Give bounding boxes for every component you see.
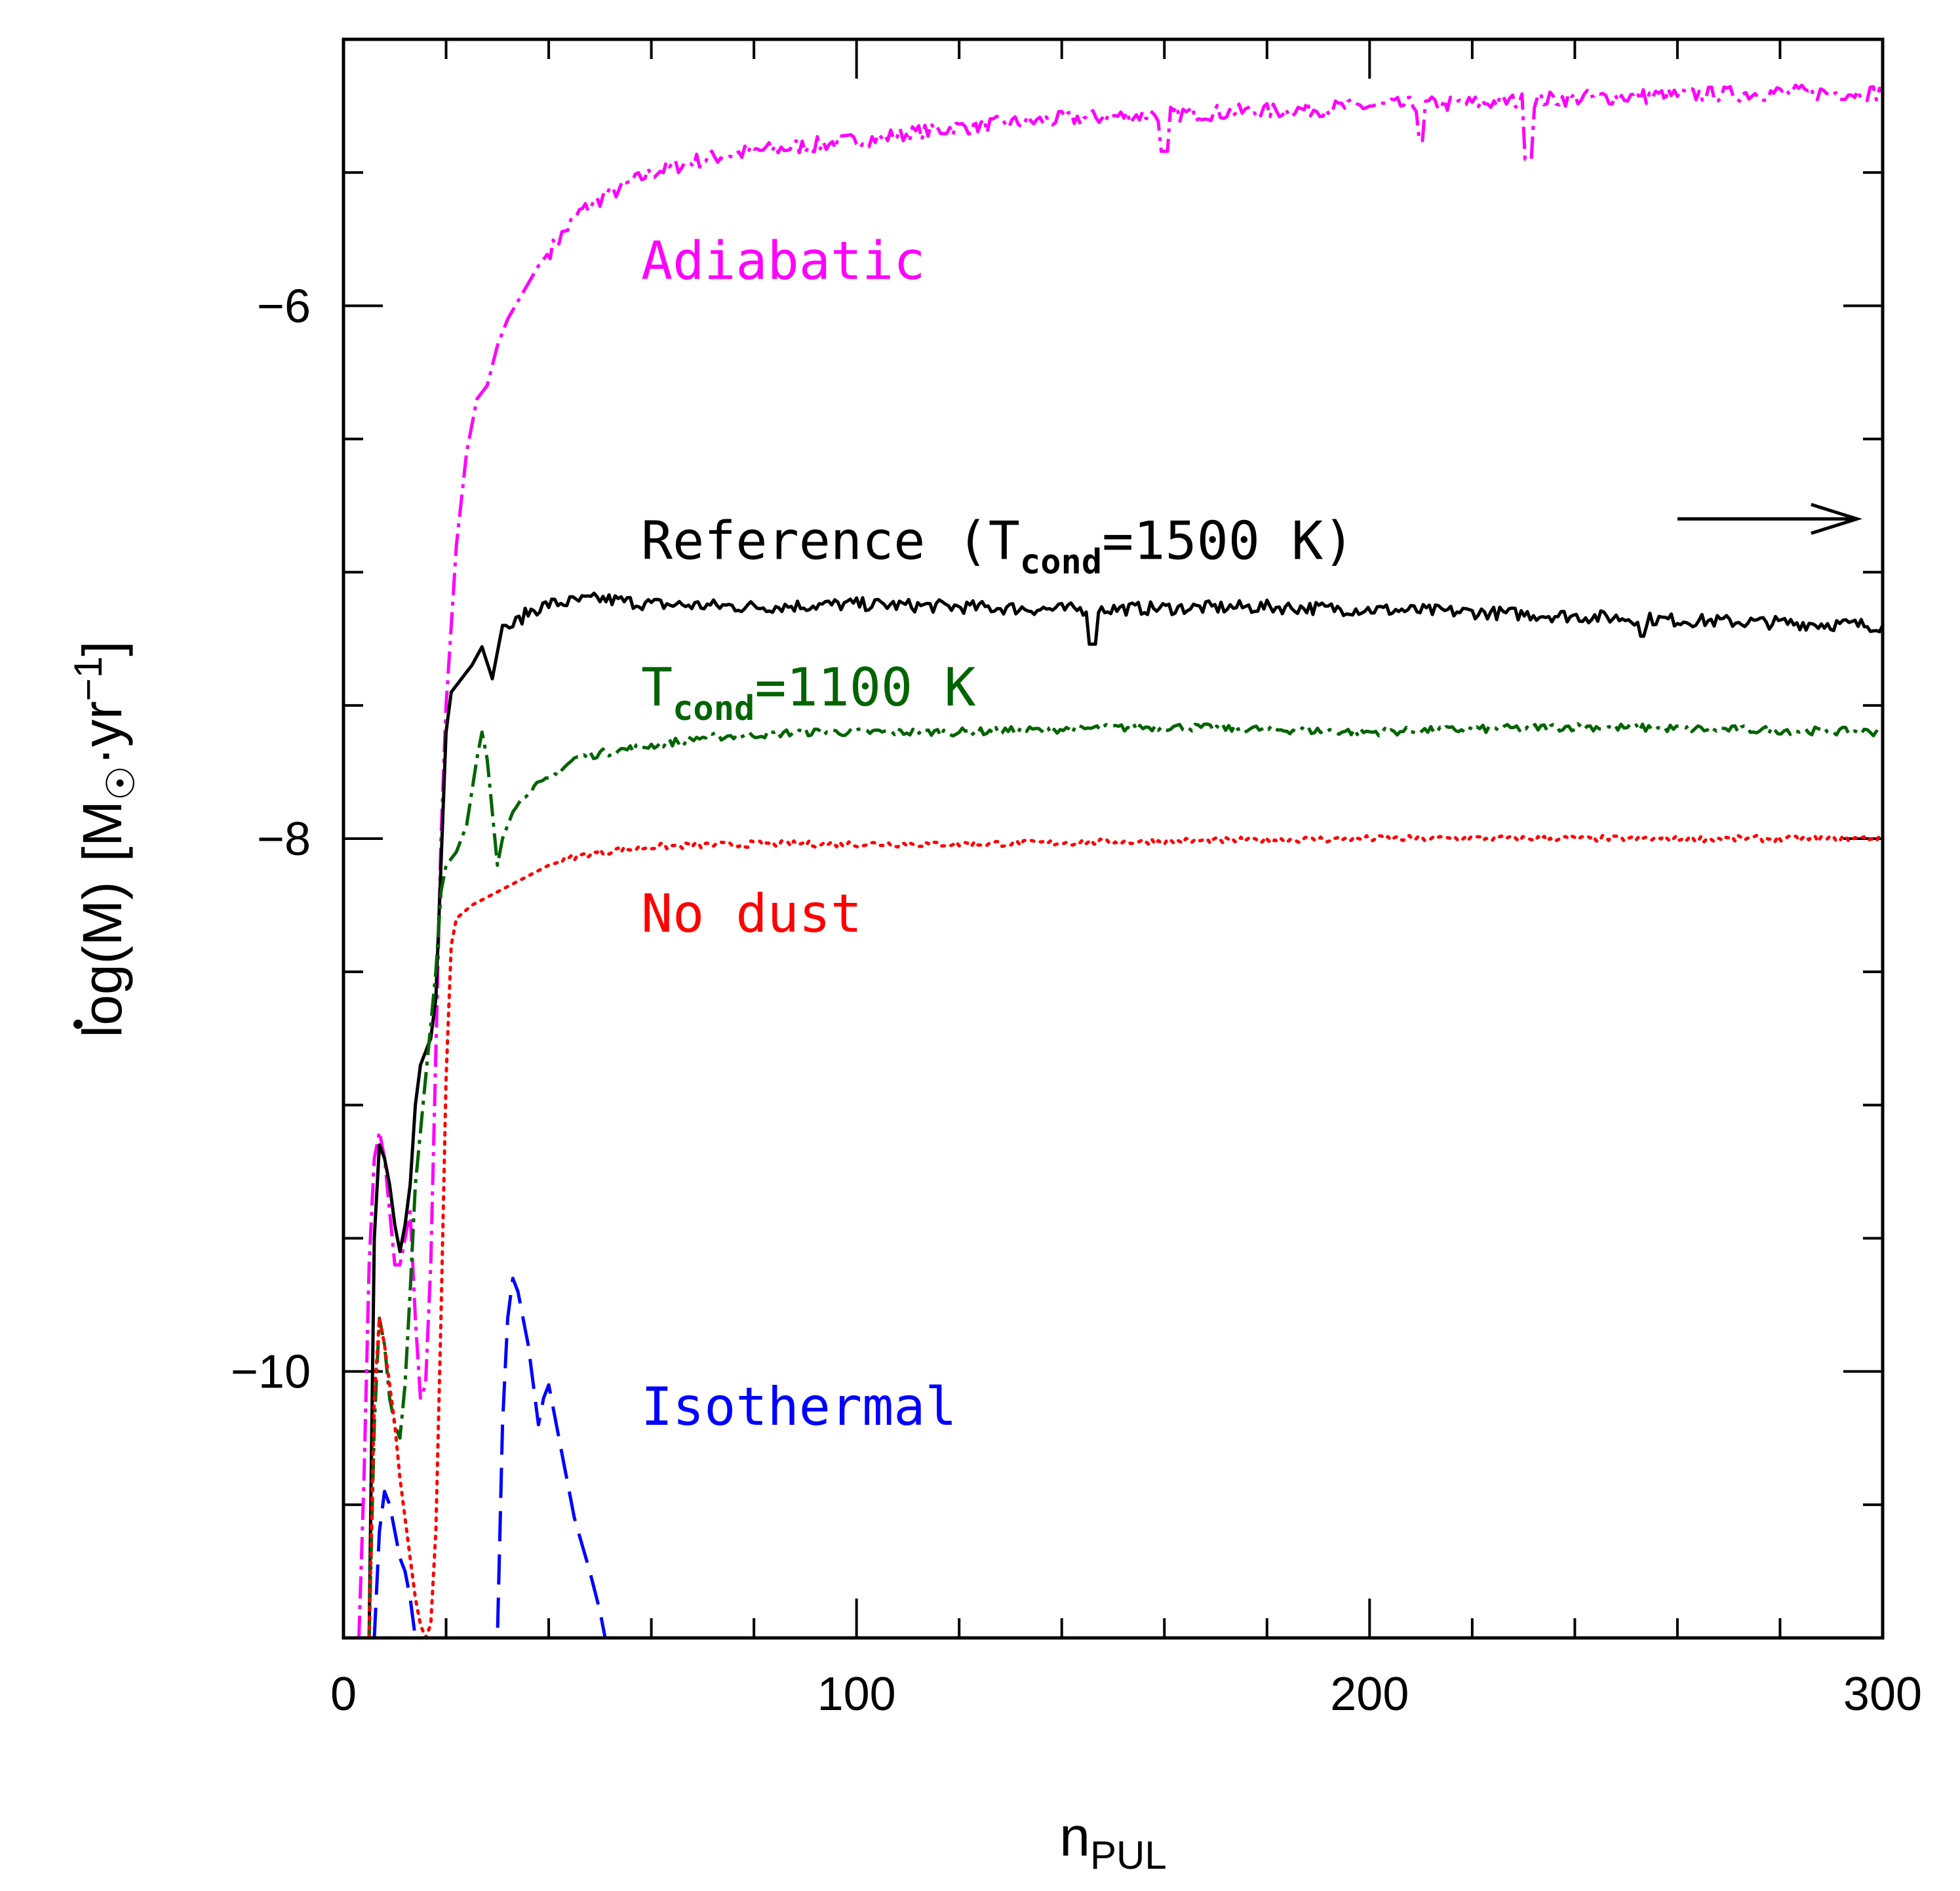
series-label-1: Reference (Tcond=1500 K) xyxy=(641,510,1355,582)
tick-labels: 0 100 200 300 −6 −8 −10 xyxy=(231,280,1922,1721)
series-line-3 xyxy=(367,833,1885,1640)
arrow-head xyxy=(1811,503,1863,535)
series-line-2 xyxy=(367,722,1884,1639)
series-label-2: Tcond=1100 K xyxy=(641,657,976,728)
plot-frame xyxy=(342,37,1885,1640)
series-line-1 xyxy=(367,591,1885,1639)
y-tick-label: −6 xyxy=(257,280,311,332)
arrow-annotation xyxy=(1677,503,1863,535)
series-line-4 xyxy=(372,1277,607,1640)
series-line-0 xyxy=(357,83,1885,1639)
x-tick-label: 200 xyxy=(1330,1668,1409,1721)
x-tick-label: 0 xyxy=(330,1668,357,1721)
series-labels: Adiabatic Reference (Tcond=1500 K) Tcond=1… xyxy=(641,231,1355,1437)
series-label-0: Adiabatic xyxy=(641,231,925,292)
svg-text:log(M)[M☉·yr−1]: log(M)[M☉·yr−1] xyxy=(66,641,143,1038)
x-tick-label: 300 xyxy=(1843,1668,1922,1721)
mdot-symbol: M xyxy=(71,900,133,946)
y-tick-label: −10 xyxy=(231,1346,311,1399)
series-label-4: Isothermal xyxy=(641,1376,957,1437)
series-lines xyxy=(357,83,1885,1640)
y-axis-label: log(M)[M☉·yr−1] xyxy=(66,641,143,1038)
mdot-dot xyxy=(73,1020,83,1029)
series-label-3: No dust xyxy=(641,883,862,944)
y-tick-label: −8 xyxy=(257,813,311,866)
x-axis-label: nPUL xyxy=(1059,1806,1166,1877)
x-tick-label: 100 xyxy=(817,1668,896,1721)
